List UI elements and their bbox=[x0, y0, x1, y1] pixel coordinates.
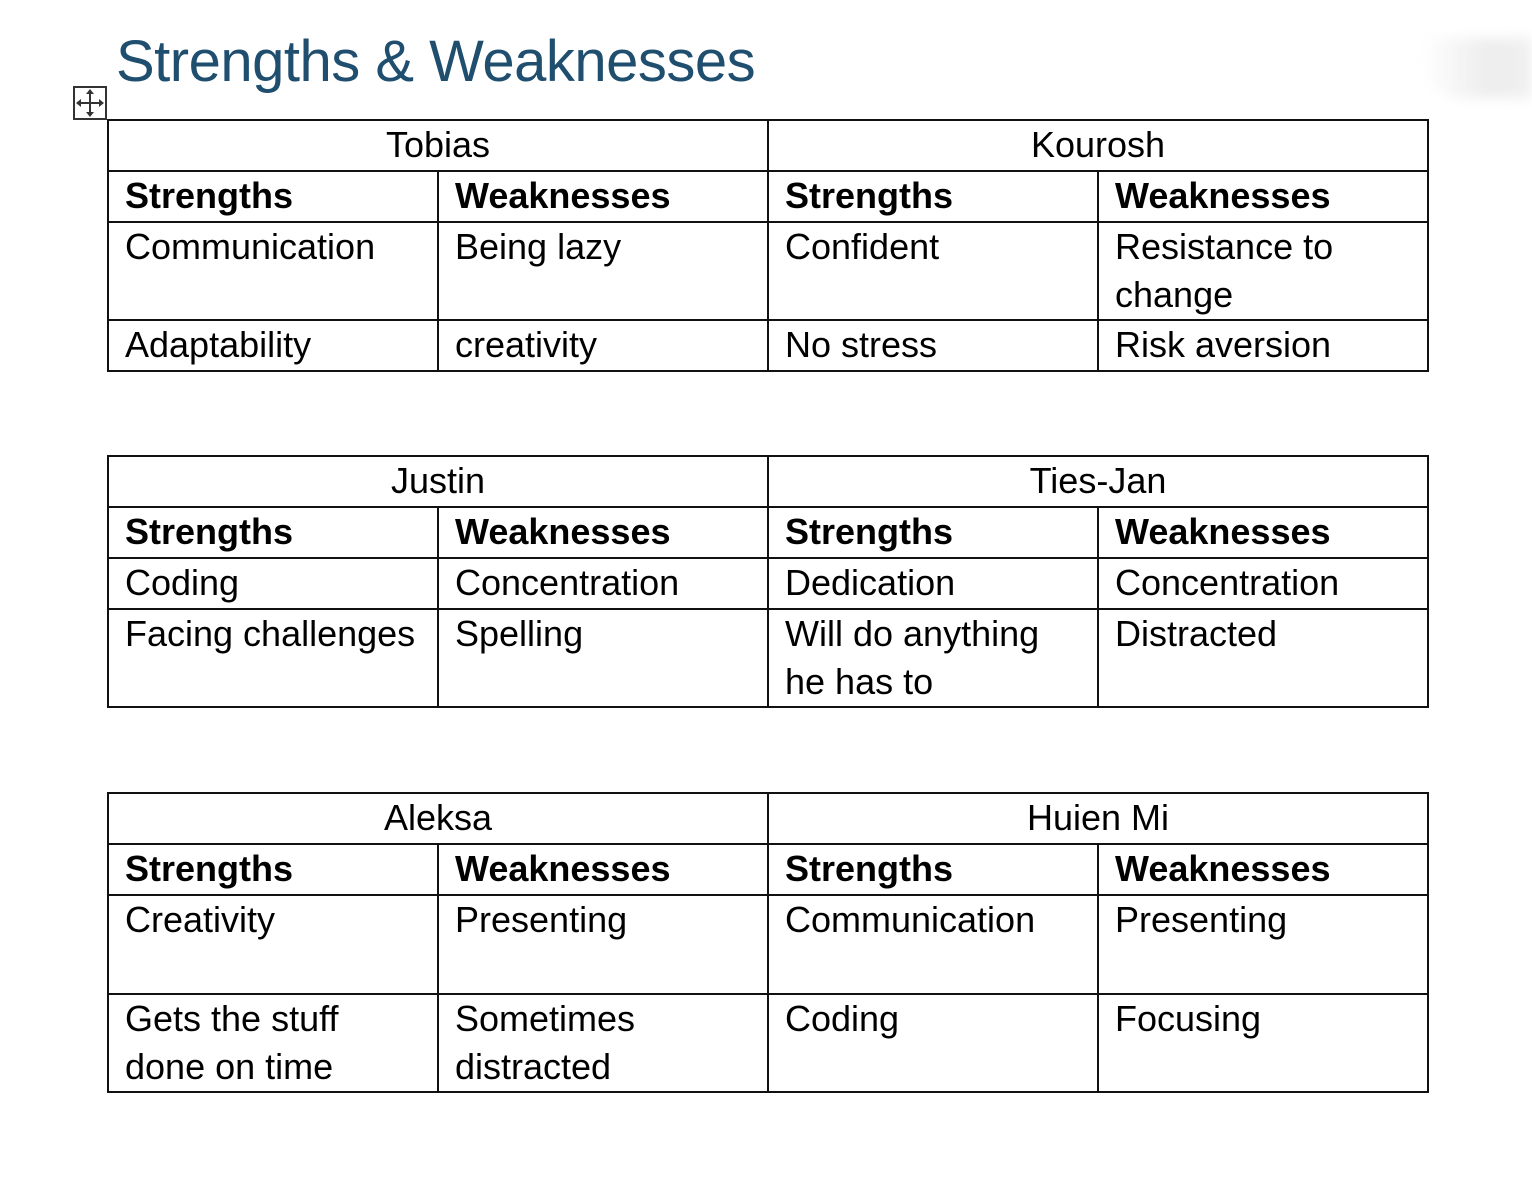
table-cell[interactable]: Focusing bbox=[1097, 993, 1429, 1093]
table-cell[interactable]: Distracted bbox=[1097, 608, 1430, 708]
page-corner-shadow bbox=[1422, 38, 1532, 98]
column-header-cell[interactable]: Weaknesses bbox=[437, 843, 769, 896]
table-name-row: Justin Ties-Jan bbox=[106, 455, 1430, 508]
column-header-cell[interactable]: Weaknesses bbox=[1097, 843, 1429, 896]
table-row: Adaptability creativity No stress Risk a… bbox=[107, 319, 1429, 372]
table-row: Coding Concentration Dedication Concentr… bbox=[107, 557, 1430, 610]
person-name-cell[interactable]: Huien Mi bbox=[767, 792, 1429, 845]
column-header-cell[interactable]: Weaknesses bbox=[437, 170, 769, 223]
table-cell[interactable]: Confident bbox=[767, 221, 1099, 321]
table-cell[interactable]: Presenting bbox=[1097, 894, 1429, 995]
table-cell[interactable]: Sometimes distracted bbox=[437, 993, 769, 1093]
column-header-cell[interactable]: Strengths bbox=[107, 506, 439, 559]
table-row: Creativity Presenting Communication Pres… bbox=[107, 894, 1429, 995]
person-name-cell[interactable]: Kourosh bbox=[767, 119, 1429, 172]
strengths-weaknesses-table: Tobias Kourosh Strengths Weaknesses Stre… bbox=[107, 119, 1429, 372]
table-cell[interactable]: Presenting bbox=[437, 894, 769, 995]
table-cell[interactable]: Resistance to change bbox=[1097, 221, 1429, 321]
strengths-weaknesses-table: Justin Ties-Jan Strengths Weaknesses Str… bbox=[106, 455, 1430, 708]
person-name-cell[interactable]: Aleksa bbox=[107, 792, 769, 845]
column-header-cell[interactable]: Strengths bbox=[107, 843, 439, 896]
person-name-cell[interactable]: Justin bbox=[106, 455, 770, 508]
table-cell[interactable]: Communication bbox=[767, 894, 1099, 995]
move-arrows-icon bbox=[76, 89, 104, 117]
table-header-row: Strengths Weaknesses Strengths Weaknesse… bbox=[107, 170, 1429, 223]
table-move-handle-icon[interactable] bbox=[73, 86, 107, 120]
table-cell[interactable]: Adaptability bbox=[107, 319, 439, 372]
person-name-cell[interactable]: Ties-Jan bbox=[767, 455, 1430, 508]
table-cell[interactable]: Coding bbox=[767, 993, 1099, 1093]
table-cell[interactable]: No stress bbox=[767, 319, 1099, 372]
table-cell[interactable]: creativity bbox=[437, 319, 769, 372]
column-header-cell[interactable]: Weaknesses bbox=[1097, 170, 1429, 223]
table-cell[interactable]: Will do anything he has to bbox=[767, 608, 1100, 708]
column-header-cell[interactable]: Weaknesses bbox=[1097, 506, 1430, 559]
column-header-cell[interactable]: Strengths bbox=[767, 170, 1099, 223]
table-cell[interactable]: Risk aversion bbox=[1097, 319, 1429, 372]
table-cell[interactable]: Spelling bbox=[436, 608, 770, 708]
column-header-cell[interactable]: Weaknesses bbox=[436, 506, 770, 559]
table-cell[interactable]: Facing challenges bbox=[107, 608, 439, 708]
page-title: Strengths & Weaknesses bbox=[116, 29, 756, 94]
column-header-cell[interactable]: Strengths bbox=[767, 506, 1100, 559]
table-row: Facing challenges Spelling Will do anyth… bbox=[107, 608, 1430, 708]
table-cell[interactable]: Communication bbox=[107, 221, 439, 321]
table-cell[interactable]: Being lazy bbox=[437, 221, 769, 321]
table-cell[interactable]: Dedication bbox=[767, 557, 1100, 610]
column-header-cell[interactable]: Strengths bbox=[767, 843, 1099, 896]
table-header-row: Strengths Weaknesses Strengths Weaknesse… bbox=[107, 506, 1430, 559]
table-name-row: Tobias Kourosh bbox=[107, 119, 1429, 172]
table-cell[interactable]: Gets the stuff done on time bbox=[107, 993, 439, 1093]
table-cell[interactable]: Concentration bbox=[436, 557, 770, 610]
strengths-weaknesses-table: Aleksa Huien Mi Strengths Weaknesses Str… bbox=[107, 792, 1429, 1093]
table-name-row: Aleksa Huien Mi bbox=[107, 792, 1429, 845]
person-name-cell[interactable]: Tobias bbox=[107, 119, 769, 172]
table-row: Gets the stuff done on time Sometimes di… bbox=[107, 993, 1429, 1093]
table-cell[interactable]: Creativity bbox=[107, 894, 439, 995]
table-cell[interactable]: Coding bbox=[107, 557, 439, 610]
table-row: Communication Being lazy Confident Resis… bbox=[107, 221, 1429, 321]
table-cell[interactable]: Concentration bbox=[1097, 557, 1430, 610]
table-header-row: Strengths Weaknesses Strengths Weaknesse… bbox=[107, 843, 1429, 896]
column-header-cell[interactable]: Strengths bbox=[107, 170, 439, 223]
